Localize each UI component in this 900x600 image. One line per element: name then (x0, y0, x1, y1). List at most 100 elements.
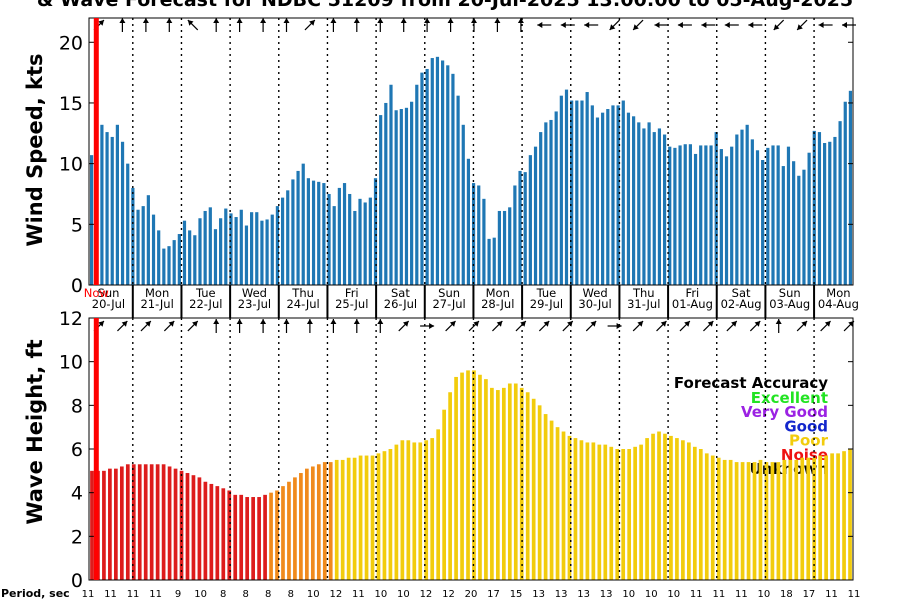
wind-bar-5 (115, 124, 119, 285)
wave-bar-15 (179, 470, 184, 580)
wave-direction-arrow (283, 319, 290, 333)
wave-bar-39 (322, 462, 327, 580)
wave-bar-88 (615, 449, 620, 580)
wave-bar-4 (114, 468, 118, 580)
wave-bar-16 (185, 473, 190, 580)
wind-bar-106 (637, 122, 641, 286)
wave-bar-10 (149, 464, 154, 580)
wave-bar-103 (704, 453, 709, 580)
wind-bar-50 (348, 193, 352, 285)
wind-direction-arrow (701, 22, 716, 28)
wind-bar-129 (755, 150, 760, 285)
wind-bar-59 (394, 110, 398, 286)
wave-bar-63 (466, 370, 470, 580)
wind-bar-111 (662, 134, 667, 285)
wave-direction-arrow (468, 320, 480, 332)
wave-bar-45 (358, 455, 363, 580)
wave-bar-114 (770, 462, 775, 580)
period-value: 10 (307, 589, 320, 600)
wind-bar-110 (657, 128, 662, 285)
wave-bar-79 (561, 431, 566, 580)
wave-bar-126 (842, 451, 846, 580)
wind-direction-arrow (724, 22, 739, 28)
wave-bar-121 (812, 457, 817, 580)
wave-bar-101 (692, 446, 697, 580)
wave-bar-50 (388, 449, 393, 580)
wind-y-tick-label: 5 (71, 214, 83, 236)
wave-direction-arrow (703, 320, 714, 332)
wind-direction-arrow (471, 18, 477, 32)
wave-bar-106 (722, 459, 727, 580)
wind-bar-138 (802, 169, 806, 285)
wave-bar-127 (848, 449, 852, 580)
wind-direction-arrow (677, 22, 692, 28)
day-label-dow: Thu (632, 286, 655, 300)
wind-bar-34 (265, 219, 269, 285)
wave-bar-119 (800, 457, 805, 580)
wave-bar-7 (131, 464, 136, 580)
wind-direction-arrow (773, 19, 785, 31)
wave-y-tick-label: 2 (71, 526, 83, 548)
wave-bar-70 (507, 383, 512, 580)
day-label-date: 30-Jul (578, 297, 611, 311)
wave-bar-99 (681, 440, 685, 580)
wind-bar-105 (632, 116, 636, 285)
period-value: 9 (175, 589, 181, 600)
wind-bar-112 (668, 146, 672, 285)
wind-bar-145 (838, 121, 842, 285)
wind-bar-30 (244, 225, 249, 285)
period-value: 8 (265, 589, 271, 600)
period-value: 15 (510, 589, 523, 600)
wave-direction-arrow (260, 319, 267, 333)
wave-bar-82 (579, 440, 584, 580)
wave-direction-arrow (749, 320, 761, 332)
wave-bar-66 (484, 379, 488, 580)
wave-bar-55 (418, 442, 423, 580)
wind-bar-90 (554, 111, 558, 285)
wave-bar-19 (203, 481, 208, 580)
wind-bar-46 (327, 193, 331, 285)
period-value: 11 (104, 589, 117, 600)
wave-bar-24 (233, 494, 238, 580)
wind-direction-arrow (260, 18, 267, 32)
wind-bar-130 (761, 160, 765, 285)
wind-y-tick-label: 0 (71, 275, 83, 297)
wave-bar-47 (370, 455, 375, 580)
period-value: 11 (848, 589, 861, 600)
wind-direction-arrow (517, 18, 524, 32)
day-label-dow: Sun (98, 286, 120, 300)
period-value: 8 (220, 589, 226, 600)
wind-plot-frame (88, 17, 854, 286)
wind-bar-77 (487, 238, 491, 285)
wave-bar-43 (346, 457, 351, 580)
legend-item: Noise (781, 446, 828, 464)
wind-bar-104 (626, 112, 631, 285)
wind-bar-2 (100, 124, 104, 285)
wave-bar-18 (197, 477, 202, 580)
period-value: 12 (420, 589, 433, 600)
wind-bar-137 (797, 175, 801, 285)
wave-bar-77 (549, 420, 554, 580)
wave-bar-122 (818, 455, 823, 580)
wind-bar-60 (399, 109, 403, 286)
period-value: 11 (712, 589, 725, 600)
wave-direction-arrow (679, 320, 691, 332)
wind-bar-40 (296, 170, 300, 285)
wave-bar-107 (728, 459, 733, 580)
wind-y-tick-label: 10 (59, 154, 83, 176)
wind-bar-9 (136, 209, 140, 285)
day-label-date: 02-Aug (721, 297, 762, 311)
wave-bar-31 (275, 490, 279, 580)
legend-item: Excellent (751, 389, 828, 407)
wave-bar-23 (227, 490, 232, 580)
wind-bar-56 (379, 115, 383, 285)
wave-bar-58 (436, 429, 441, 580)
wind-bar-139 (807, 152, 811, 285)
day-label-date: 23-Jul (238, 297, 271, 311)
wave-bar-116 (782, 459, 787, 580)
wind-bar-57 (384, 102, 388, 285)
period-value: 13 (577, 589, 590, 600)
wind-bar-39 (291, 179, 295, 285)
wind-bar-142 (823, 143, 827, 285)
wave-bar-41 (334, 459, 339, 580)
